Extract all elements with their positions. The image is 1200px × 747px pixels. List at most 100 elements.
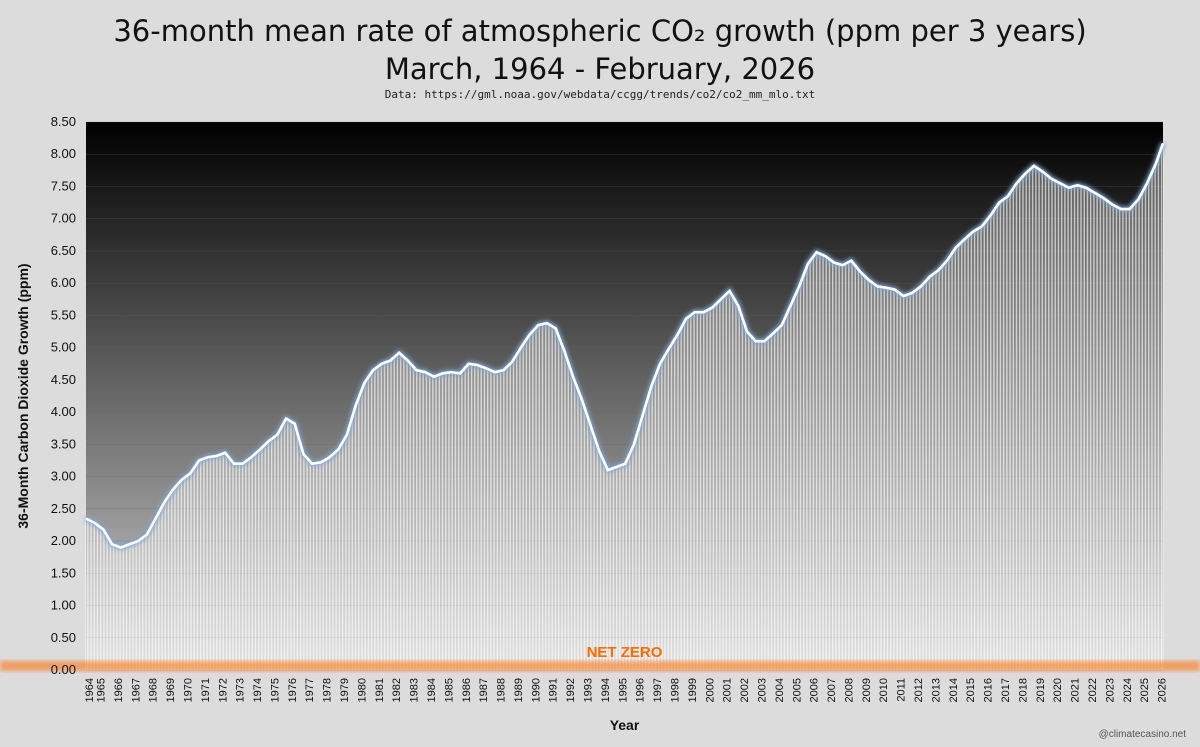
bar bbox=[185, 476, 187, 670]
bar bbox=[646, 400, 648, 670]
bar bbox=[910, 293, 912, 670]
bar bbox=[1078, 185, 1080, 671]
bar bbox=[1143, 188, 1145, 670]
bar bbox=[429, 374, 430, 670]
bar bbox=[569, 368, 571, 670]
bar bbox=[453, 372, 455, 670]
bar bbox=[947, 258, 949, 670]
bar bbox=[865, 277, 867, 670]
bar bbox=[326, 458, 327, 670]
bar bbox=[1123, 209, 1125, 671]
bar bbox=[378, 365, 380, 670]
bar bbox=[530, 333, 532, 670]
bar bbox=[785, 315, 787, 670]
bar bbox=[1061, 184, 1062, 670]
bar bbox=[1050, 178, 1052, 671]
bar bbox=[598, 450, 600, 670]
bar bbox=[942, 265, 943, 670]
bar bbox=[1000, 201, 1001, 670]
bar bbox=[175, 486, 177, 670]
bar bbox=[424, 372, 426, 670]
bar bbox=[705, 310, 707, 670]
bar bbox=[631, 447, 633, 670]
bar bbox=[426, 372, 427, 670]
bar bbox=[327, 458, 329, 670]
bar bbox=[982, 224, 984, 670]
bar bbox=[91, 521, 93, 670]
bar bbox=[669, 346, 671, 670]
bar bbox=[321, 461, 323, 670]
bar bbox=[337, 449, 339, 670]
bar bbox=[647, 396, 649, 670]
x-tick-label: 1990 bbox=[530, 678, 542, 702]
bar bbox=[298, 438, 300, 670]
bar bbox=[262, 446, 264, 670]
bar bbox=[227, 456, 229, 670]
bar bbox=[950, 254, 952, 670]
bar bbox=[86, 519, 88, 670]
bar bbox=[666, 351, 668, 670]
bar bbox=[157, 513, 159, 670]
bar bbox=[1158, 155, 1159, 670]
bar bbox=[976, 229, 978, 670]
bar bbox=[97, 525, 98, 670]
bar bbox=[913, 291, 914, 670]
bar bbox=[511, 361, 513, 670]
x-tick-label: 1971 bbox=[200, 678, 212, 702]
bar bbox=[1091, 191, 1093, 670]
bar bbox=[436, 375, 438, 670]
bar bbox=[708, 309, 710, 670]
bar bbox=[1065, 186, 1067, 670]
bar bbox=[200, 459, 201, 670]
bar bbox=[594, 437, 596, 670]
bar bbox=[540, 324, 542, 670]
bar bbox=[201, 459, 203, 670]
bar bbox=[397, 354, 398, 670]
bar bbox=[488, 369, 490, 670]
bar bbox=[244, 461, 246, 670]
bar bbox=[956, 246, 958, 670]
bar bbox=[613, 467, 614, 670]
bar bbox=[1137, 199, 1139, 671]
bar bbox=[1108, 202, 1110, 670]
bar bbox=[555, 328, 556, 670]
bar bbox=[1005, 197, 1007, 670]
bar bbox=[529, 334, 530, 670]
bar bbox=[1095, 193, 1097, 670]
bar bbox=[760, 341, 762, 670]
bar bbox=[376, 366, 378, 670]
x-tick-label: 2005 bbox=[791, 678, 803, 702]
bar bbox=[310, 462, 311, 670]
bar bbox=[181, 479, 182, 670]
bar bbox=[182, 478, 184, 670]
bar bbox=[1120, 209, 1122, 671]
bar bbox=[524, 341, 526, 670]
bar bbox=[475, 364, 477, 670]
x-tick-label: 2016 bbox=[983, 678, 995, 702]
bar bbox=[1072, 186, 1074, 670]
bar bbox=[166, 498, 168, 670]
x-tick-label: 1997 bbox=[652, 678, 664, 702]
x-tick-label: 1976 bbox=[287, 678, 299, 702]
y-tick-label: 8.50 bbox=[51, 114, 76, 129]
bar bbox=[350, 420, 352, 670]
bar bbox=[479, 366, 481, 670]
bar bbox=[953, 249, 955, 670]
bar bbox=[513, 359, 514, 670]
bar bbox=[634, 439, 636, 670]
bar bbox=[363, 383, 365, 670]
y-tick-label: 1.00 bbox=[51, 598, 76, 613]
bar bbox=[105, 534, 107, 670]
x-tick-label: 2014 bbox=[948, 678, 960, 702]
bar bbox=[779, 326, 781, 670]
x-tick-label: 2022 bbox=[1087, 678, 1099, 702]
series-line bbox=[85, 142, 1165, 549]
bar bbox=[130, 543, 132, 670]
bar bbox=[998, 202, 1000, 670]
bar bbox=[234, 463, 236, 670]
y-tick-label: 6.50 bbox=[51, 243, 76, 258]
bar bbox=[275, 435, 277, 670]
bar bbox=[888, 288, 890, 670]
bar bbox=[884, 287, 885, 670]
x-tick-label: 1988 bbox=[496, 678, 508, 702]
